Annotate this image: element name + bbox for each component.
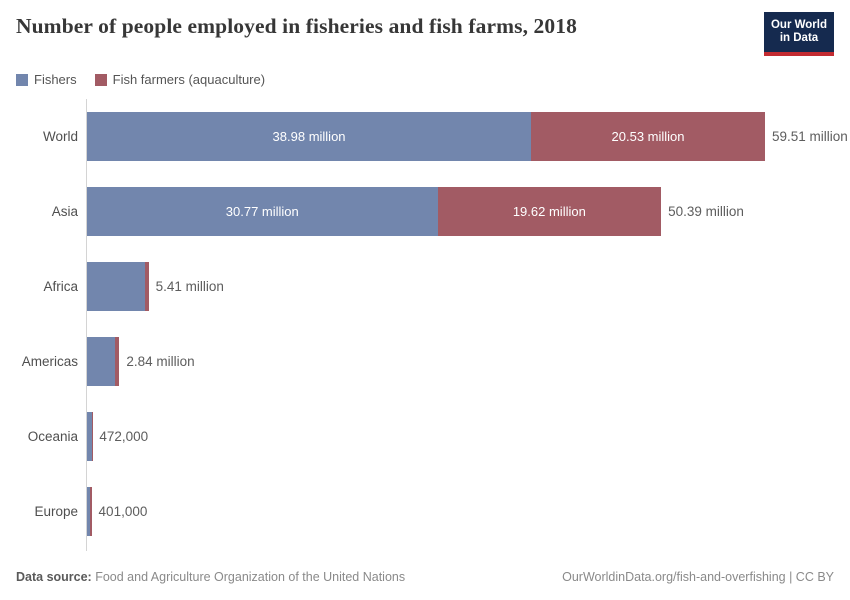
bar-segment-fish-farmers[interactable] (115, 337, 120, 386)
page-title: Number of people employed in fisheries a… (16, 14, 577, 38)
bar-segment-fish-farmers[interactable] (144, 262, 149, 311)
category-label: Africa (43, 279, 78, 294)
legend-label-fish-farmers: Fish farmers (aquaculture) (112, 72, 266, 87)
legend-label-fishers: Fishers (34, 72, 77, 87)
total-label: 50.39 million (668, 204, 744, 219)
y-axis-line (86, 99, 87, 551)
owid-logo[interactable]: Our World in Data (764, 12, 834, 56)
category-label: Europe (34, 504, 78, 519)
bar-track: 472,000 (87, 412, 148, 461)
fish-farmers-swatch-icon (94, 73, 107, 86)
bar-track: 38.98 million 20.53 million 59.51 million (87, 112, 848, 161)
total-label: 2.84 million (126, 354, 195, 369)
bar-row: Europe 401,000 (16, 474, 834, 549)
owid-logo-line2: in Data (779, 32, 819, 44)
chart-header: Number of people employed in fisheries a… (16, 0, 834, 56)
bar-segment-fishers[interactable] (87, 412, 93, 461)
bar-segment-fishers[interactable] (87, 487, 90, 536)
stacked-bar-chart: World 38.98 million 20.53 million 59.51 mil… (16, 99, 848, 551)
total-label: 59.51 million (771, 129, 848, 144)
bar-segment-fishers[interactable]: 38.98 million (87, 112, 532, 161)
bar-segment-fishers[interactable] (87, 262, 145, 311)
bar-row: Oceania 472,000 (16, 399, 834, 474)
fishers-swatch-icon (16, 73, 28, 86)
bar-track: 401,000 (87, 487, 147, 536)
category-label: Oceania (27, 429, 78, 444)
legend: Fishers Fish farmers (aquaculture) (16, 72, 834, 87)
data-source: Data source: Food and Agriculture Organi… (16, 570, 405, 584)
bar-row: Asia 30.77 million 19.62 million 50.39 mill… (16, 174, 834, 249)
category-label: World (42, 129, 78, 144)
bar-row: Africa 5.41 million (16, 249, 834, 324)
bar-segment-fishers[interactable] (87, 337, 116, 386)
chart-footer: Data source: Food and Agriculture Organi… (16, 570, 834, 584)
legend-item-fishers[interactable]: Fishers (16, 72, 77, 87)
bar-row: Americas 2.84 million (16, 324, 834, 399)
bar-track: 30.77 million 19.62 million 50.39 million (87, 187, 744, 236)
bar-track: 5.41 million (87, 262, 224, 311)
category-label: Asia (51, 204, 78, 219)
total-label: 401,000 (98, 504, 148, 519)
data-source-value: Food and Agriculture Organization of the… (91, 570, 406, 584)
total-label: 5.41 million (155, 279, 224, 294)
bar-segment-fishers[interactable]: 30.77 million (87, 187, 438, 236)
total-label: 472,000 (99, 429, 149, 444)
bar-segment-fish-farmers[interactable] (89, 487, 92, 536)
bar-track: 2.84 million (87, 337, 195, 386)
legend-item-fish-farmers[interactable]: Fish farmers (aquaculture) (94, 72, 266, 87)
data-source-label: Data source: (16, 570, 92, 584)
bar-row: World 38.98 million 20.53 million 59.51 mil… (16, 99, 848, 174)
bar-segment-fish-farmers[interactable]: 20.53 million (531, 112, 765, 161)
owid-logo-line1: Our World (770, 19, 827, 31)
category-label: Americas (21, 354, 78, 369)
attribution-link[interactable]: OurWorldinData.org/fish-and-overfishing … (562, 570, 834, 584)
bar-segment-fish-farmers[interactable]: 19.62 million (437, 187, 662, 236)
